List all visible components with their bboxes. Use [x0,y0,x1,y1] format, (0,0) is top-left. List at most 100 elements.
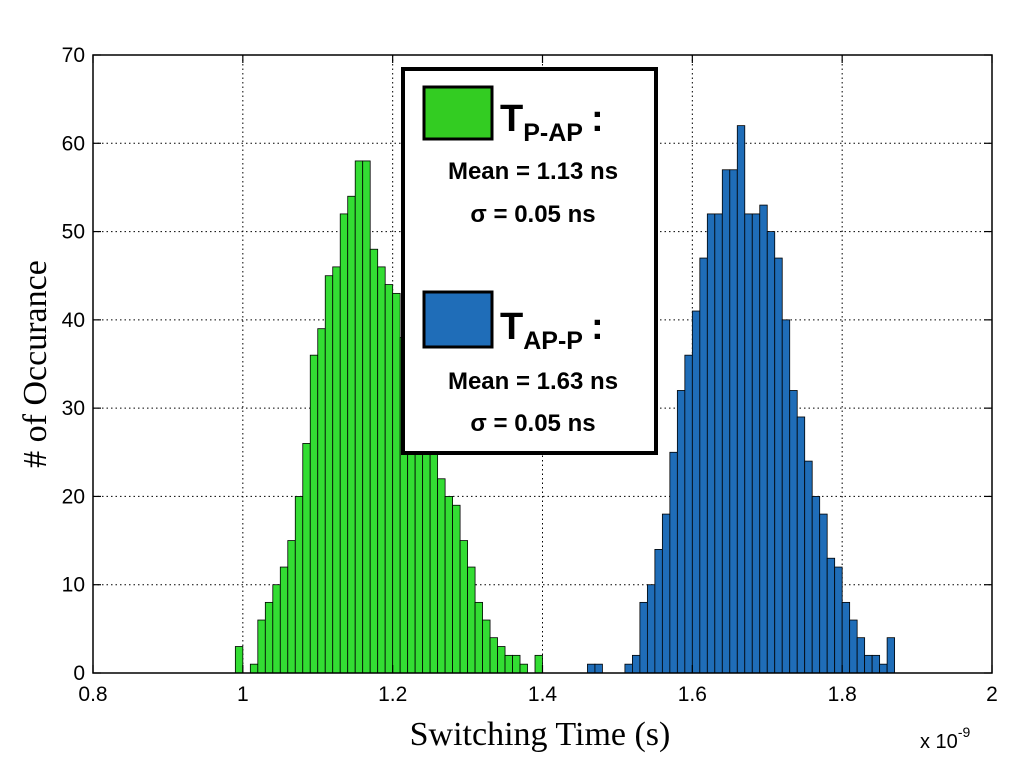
histogram-bar [826,557,836,674]
histogram-bar [347,195,356,674]
y-tick-label: 40 [62,309,85,332]
histogram-bar [774,257,783,674]
histogram-bar [264,601,274,674]
x-tick-label: 1.6 [678,683,707,706]
histogram-bar [362,160,371,674]
histogram-bar [249,663,259,674]
histogram-bar [661,513,671,674]
legend-title-ap-p-main: T [500,306,523,348]
histogram-bar [377,266,386,674]
histogram-bar [512,654,521,674]
histogram-bar [324,275,334,674]
histogram-bar [721,169,731,674]
histogram-bar [354,160,364,674]
histogram-bar [452,504,461,674]
histogram-bar [332,266,341,674]
histogram-bar [796,416,806,674]
x-axis-label: Switching Time (s) [410,716,671,753]
histogram-bar [302,443,311,674]
histogram-bar [384,284,394,674]
y-tick-label: 30 [62,397,85,420]
legend-title-p-ap-sub: P-AP [523,119,583,147]
histogram-bar [811,496,821,674]
legend-mean-p-ap: Mean = 1.13 ns [448,158,618,185]
histogram-bar [467,566,476,674]
histogram-bar [864,654,873,674]
histogram-bar [856,637,866,674]
legend-title-p-ap: TP-AP: [500,98,604,147]
histogram-bar [669,451,678,674]
histogram-bar [437,478,446,674]
histogram-bar [257,619,266,674]
histogram-bar [444,496,454,674]
histogram-bar [654,549,663,674]
histogram-bar [482,619,491,674]
y-tick-label: 70 [62,44,85,67]
histogram-bar [751,213,761,674]
histogram-bar [309,354,319,674]
histogram-bar [594,663,603,674]
legend-mean-ap-p: Mean = 1.63 ns [448,368,618,395]
histogram-bar [676,390,686,674]
histogram-bar [879,663,888,674]
histogram-bar [489,637,498,674]
legend-title-p-ap-colon: : [591,98,604,140]
histogram-bar [706,213,716,674]
histogram-bar [849,619,858,674]
histogram-bar [459,540,468,674]
histogram-bar [534,654,543,674]
grid [93,55,992,673]
histogram-bar [789,390,798,674]
histogram-bar [736,125,746,674]
x-tick-label: 0.8 [78,683,107,706]
histogram-bar [691,310,701,674]
histogram-bar [819,513,828,674]
y-tick-label: 10 [62,574,85,597]
histogram-bar [781,319,791,674]
y-tick-label: 0 [73,662,85,685]
histogram-bar [744,213,753,674]
histogram-bar [504,654,513,674]
histogram-bar [729,169,738,674]
histogram-bar [632,654,641,674]
y-axis-label: # of Occurance [17,260,54,468]
histogram-bar [639,601,648,674]
histogram-bar [317,328,326,674]
x-tick-label: 1.8 [828,683,857,706]
histogram-bar [234,646,244,674]
histogram-bar [624,663,633,674]
legend-title-p-ap-main: T [500,98,523,140]
legend-swatch-p-ap [422,85,494,141]
histogram-bar [392,292,401,674]
histogram-bar [714,213,723,674]
histogram-bar [699,257,708,674]
histogram-bar [279,566,289,674]
histogram-bar [886,637,896,674]
x-tick-label: 2 [986,683,998,706]
bars [234,125,896,674]
x-exponent-label: x 10-9 [920,724,970,753]
x-tick-label: 1 [237,683,249,706]
legend-sigma-ap-p: σ = 0.05 ns [470,410,595,437]
y-tick-label: 20 [62,485,85,508]
histogram-bar [339,213,349,674]
legend-sigma-p-ap: σ = 0.05 ns [470,201,595,228]
legend: TP-AP: Mean = 1.13 ns σ = 0.05 ns TAP-P:… [401,67,658,455]
legend-title-ap-p-sub: AP-P [523,327,583,355]
histogram-bar [766,231,776,674]
histogram-bar [497,646,506,674]
histogram-bar [871,654,881,674]
histogram-bar [474,601,483,674]
y-tick-label: 60 [62,132,85,155]
histogram-bar [684,354,693,674]
x-exponent-power: -9 [958,724,971,740]
histogram-bar [429,434,439,674]
x-exponent-base: x 10 [920,731,958,753]
histogram-bar [272,584,281,674]
histogram-bar [287,540,296,674]
histogram-bar [587,663,596,674]
histogram-bar [759,204,768,674]
histogram-bar [646,584,656,674]
